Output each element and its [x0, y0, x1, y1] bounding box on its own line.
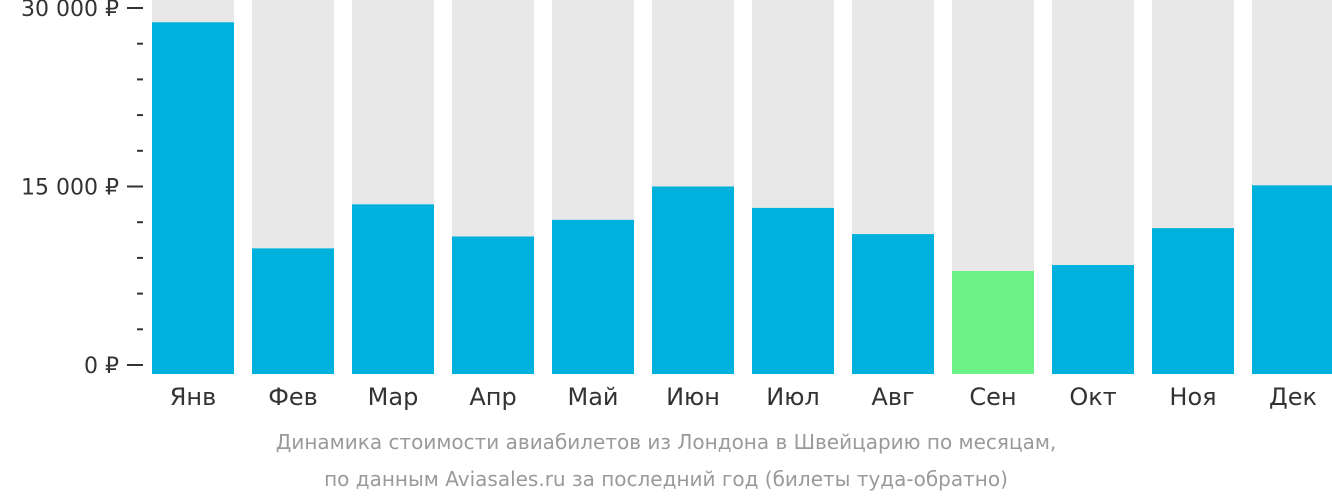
y-tick-label-3: 30 000 ₽: [21, 0, 119, 22]
bar-9: [952, 270, 1034, 374]
x-tick-label-7: Июл: [766, 383, 820, 411]
y-tick-label-2: 15 000 ₽: [21, 176, 119, 201]
y-axis: 0 ₽ 15 000 ₽ 30 000 ₽: [21, 0, 143, 379]
y-tick-label-1: 0 ₽: [84, 354, 119, 379]
x-tick-label-8: Авг: [871, 383, 914, 411]
x-axis: Янв Фев Мар Апр Май Июн Июл Авг Сен Окт Ноя Дек: [170, 383, 1317, 411]
x-tick-label-9: Сен: [969, 383, 1016, 411]
x-tick-label-10: Окт: [1069, 383, 1116, 411]
x-tick-label-3: Мар: [368, 383, 419, 411]
bar-12: [1252, 185, 1332, 374]
bar-1: [152, 22, 234, 375]
chart-caption-line-2: по данным Aviasales.ru за последний год …: [324, 467, 1008, 491]
bar-4: [452, 236, 534, 374]
bar-3: [352, 204, 434, 374]
x-tick-label-2: Фев: [268, 383, 318, 411]
data-bars: [152, 22, 1332, 375]
x-tick-label-1: Янв: [170, 383, 217, 411]
x-tick-label-11: Ноя: [1169, 383, 1216, 411]
bar-8: [852, 234, 934, 374]
bar-5: [552, 219, 634, 374]
chart-caption-line-1: Динамика стоимости авиабилетов из Лондон…: [275, 430, 1057, 454]
x-tick-label-5: Май: [567, 383, 618, 411]
bar-11: [1152, 228, 1234, 374]
bar-7: [752, 207, 834, 374]
bar-2: [252, 248, 334, 374]
x-tick-label-6: Июн: [666, 383, 720, 411]
x-tick-label-4: Апр: [469, 383, 516, 411]
x-tick-label-12: Дек: [1269, 383, 1317, 411]
bar-10: [1052, 265, 1134, 374]
bar-6: [652, 186, 734, 374]
